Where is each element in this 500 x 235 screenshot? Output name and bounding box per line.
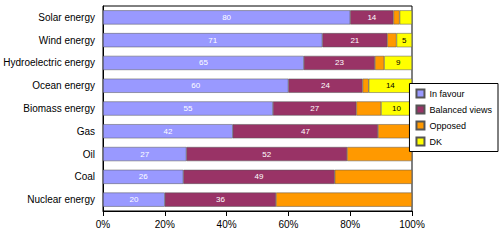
svg-text:Solar energy: Solar energy [38,12,95,23]
svg-text:26: 26 [139,172,148,181]
svg-text:0%: 0% [96,219,111,230]
svg-text:47: 47 [301,127,310,136]
svg-text:Hydroelectric energy: Hydroelectric energy [3,57,95,68]
svg-text:71: 71 [208,36,217,45]
svg-text:80%: 80% [340,219,360,230]
svg-text:60%: 60% [278,219,298,230]
svg-text:23: 23 [335,58,344,67]
svg-text:Gas: Gas [77,126,95,137]
svg-text:Oil: Oil [83,149,95,160]
svg-text:14: 14 [386,81,395,90]
svg-text:24: 24 [321,81,330,90]
svg-text:49: 49 [255,172,264,181]
svg-text:27: 27 [310,104,319,113]
svg-text:40%: 40% [217,219,237,230]
svg-text:9: 9 [396,58,401,67]
svg-text:20%: 20% [155,219,175,230]
svg-text:52: 52 [262,150,271,159]
svg-text:Balanced views: Balanced views [429,105,492,115]
svg-text:DK: DK [429,137,442,147]
svg-text:20: 20 [129,195,138,204]
svg-text:36: 36 [216,195,225,204]
svg-text:5: 5 [402,36,407,45]
svg-text:In favour: In favour [429,89,464,99]
svg-text:10: 10 [392,104,401,113]
svg-text:Biomass energy: Biomass energy [23,103,95,114]
svg-text:Wind energy: Wind energy [39,35,95,46]
svg-text:Ocean energy: Ocean energy [32,80,95,91]
svg-text:14: 14 [367,13,376,22]
svg-text:100%: 100% [399,219,425,230]
svg-text:80: 80 [222,13,231,22]
svg-text:55: 55 [184,104,193,113]
svg-text:42: 42 [163,127,172,136]
svg-text:Nuclear energy: Nuclear energy [27,194,95,205]
svg-text:Coal: Coal [74,171,95,182]
svg-text:21: 21 [350,36,359,45]
svg-text:27: 27 [140,150,149,159]
svg-text:65: 65 [199,58,208,67]
svg-text:Opposed: Opposed [429,121,466,131]
svg-text:60: 60 [191,81,200,90]
